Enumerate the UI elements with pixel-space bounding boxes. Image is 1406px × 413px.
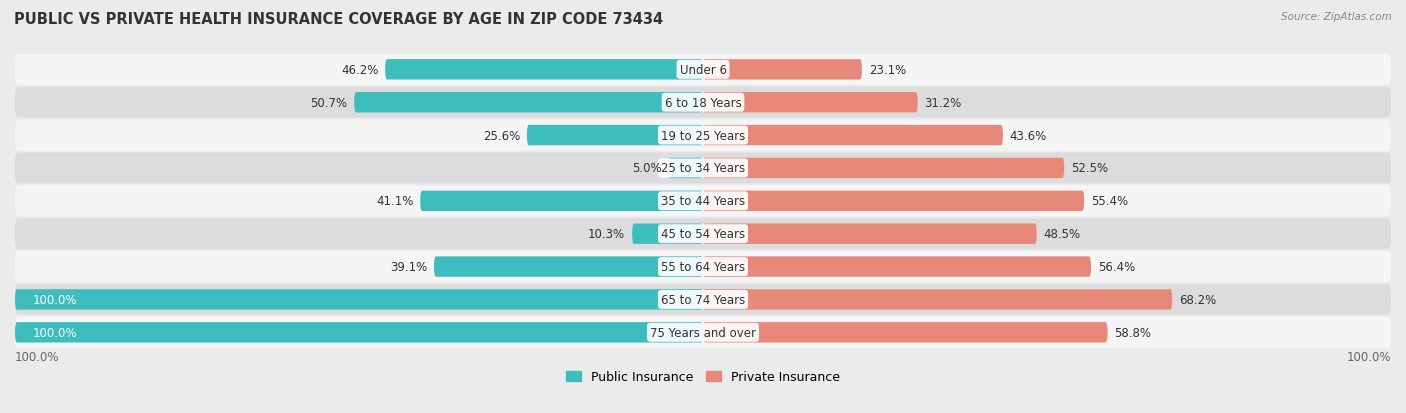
Legend: Public Insurance, Private Insurance: Public Insurance, Private Insurance <box>567 370 839 383</box>
Text: PUBLIC VS PRIVATE HEALTH INSURANCE COVERAGE BY AGE IN ZIP CODE 73434: PUBLIC VS PRIVATE HEALTH INSURANCE COVER… <box>14 12 664 27</box>
Text: 39.1%: 39.1% <box>389 261 427 273</box>
Text: 35 to 44 Years: 35 to 44 Years <box>661 195 745 208</box>
Text: 58.8%: 58.8% <box>1115 326 1152 339</box>
FancyBboxPatch shape <box>15 252 1391 282</box>
Text: 100.0%: 100.0% <box>15 351 59 363</box>
Text: Source: ZipAtlas.com: Source: ZipAtlas.com <box>1281 12 1392 22</box>
FancyBboxPatch shape <box>354 93 703 113</box>
FancyBboxPatch shape <box>703 126 1002 146</box>
FancyBboxPatch shape <box>15 55 1391 85</box>
FancyBboxPatch shape <box>434 257 703 277</box>
FancyBboxPatch shape <box>669 158 703 179</box>
Text: 10.3%: 10.3% <box>588 228 626 241</box>
FancyBboxPatch shape <box>15 120 1391 151</box>
FancyBboxPatch shape <box>703 257 1091 277</box>
Text: Under 6: Under 6 <box>679 64 727 77</box>
Text: 23.1%: 23.1% <box>869 64 905 77</box>
FancyBboxPatch shape <box>15 290 703 310</box>
FancyBboxPatch shape <box>703 322 1108 343</box>
Text: 55.4%: 55.4% <box>1091 195 1128 208</box>
FancyBboxPatch shape <box>15 153 1391 184</box>
Text: 25.6%: 25.6% <box>482 129 520 142</box>
Text: 100.0%: 100.0% <box>1347 351 1391 363</box>
Text: 43.6%: 43.6% <box>1010 129 1047 142</box>
FancyBboxPatch shape <box>703 60 862 81</box>
Text: 19 to 25 Years: 19 to 25 Years <box>661 129 745 142</box>
Text: 6 to 18 Years: 6 to 18 Years <box>665 97 741 109</box>
FancyBboxPatch shape <box>633 224 703 244</box>
Text: 100.0%: 100.0% <box>32 293 77 306</box>
FancyBboxPatch shape <box>385 60 703 81</box>
Text: 52.5%: 52.5% <box>1071 162 1108 175</box>
FancyBboxPatch shape <box>15 219 1391 249</box>
FancyBboxPatch shape <box>420 191 703 211</box>
Text: 50.7%: 50.7% <box>311 97 347 109</box>
Text: 46.2%: 46.2% <box>340 64 378 77</box>
FancyBboxPatch shape <box>703 158 1064 179</box>
Text: 68.2%: 68.2% <box>1180 293 1216 306</box>
FancyBboxPatch shape <box>703 290 1173 310</box>
Text: 45 to 54 Years: 45 to 54 Years <box>661 228 745 241</box>
FancyBboxPatch shape <box>15 317 1391 348</box>
FancyBboxPatch shape <box>703 224 1036 244</box>
FancyBboxPatch shape <box>15 322 703 343</box>
Text: 31.2%: 31.2% <box>925 97 962 109</box>
FancyBboxPatch shape <box>15 186 1391 217</box>
Text: 41.1%: 41.1% <box>375 195 413 208</box>
FancyBboxPatch shape <box>703 93 918 113</box>
FancyBboxPatch shape <box>15 88 1391 119</box>
Text: 100.0%: 100.0% <box>32 326 77 339</box>
FancyBboxPatch shape <box>703 191 1084 211</box>
Text: 48.5%: 48.5% <box>1043 228 1081 241</box>
Text: 65 to 74 Years: 65 to 74 Years <box>661 293 745 306</box>
Text: 55 to 64 Years: 55 to 64 Years <box>661 261 745 273</box>
Text: 56.4%: 56.4% <box>1098 261 1135 273</box>
FancyBboxPatch shape <box>527 126 703 146</box>
FancyBboxPatch shape <box>15 284 1391 315</box>
Text: 75 Years and over: 75 Years and over <box>650 326 756 339</box>
Text: 5.0%: 5.0% <box>633 162 662 175</box>
Text: 25 to 34 Years: 25 to 34 Years <box>661 162 745 175</box>
